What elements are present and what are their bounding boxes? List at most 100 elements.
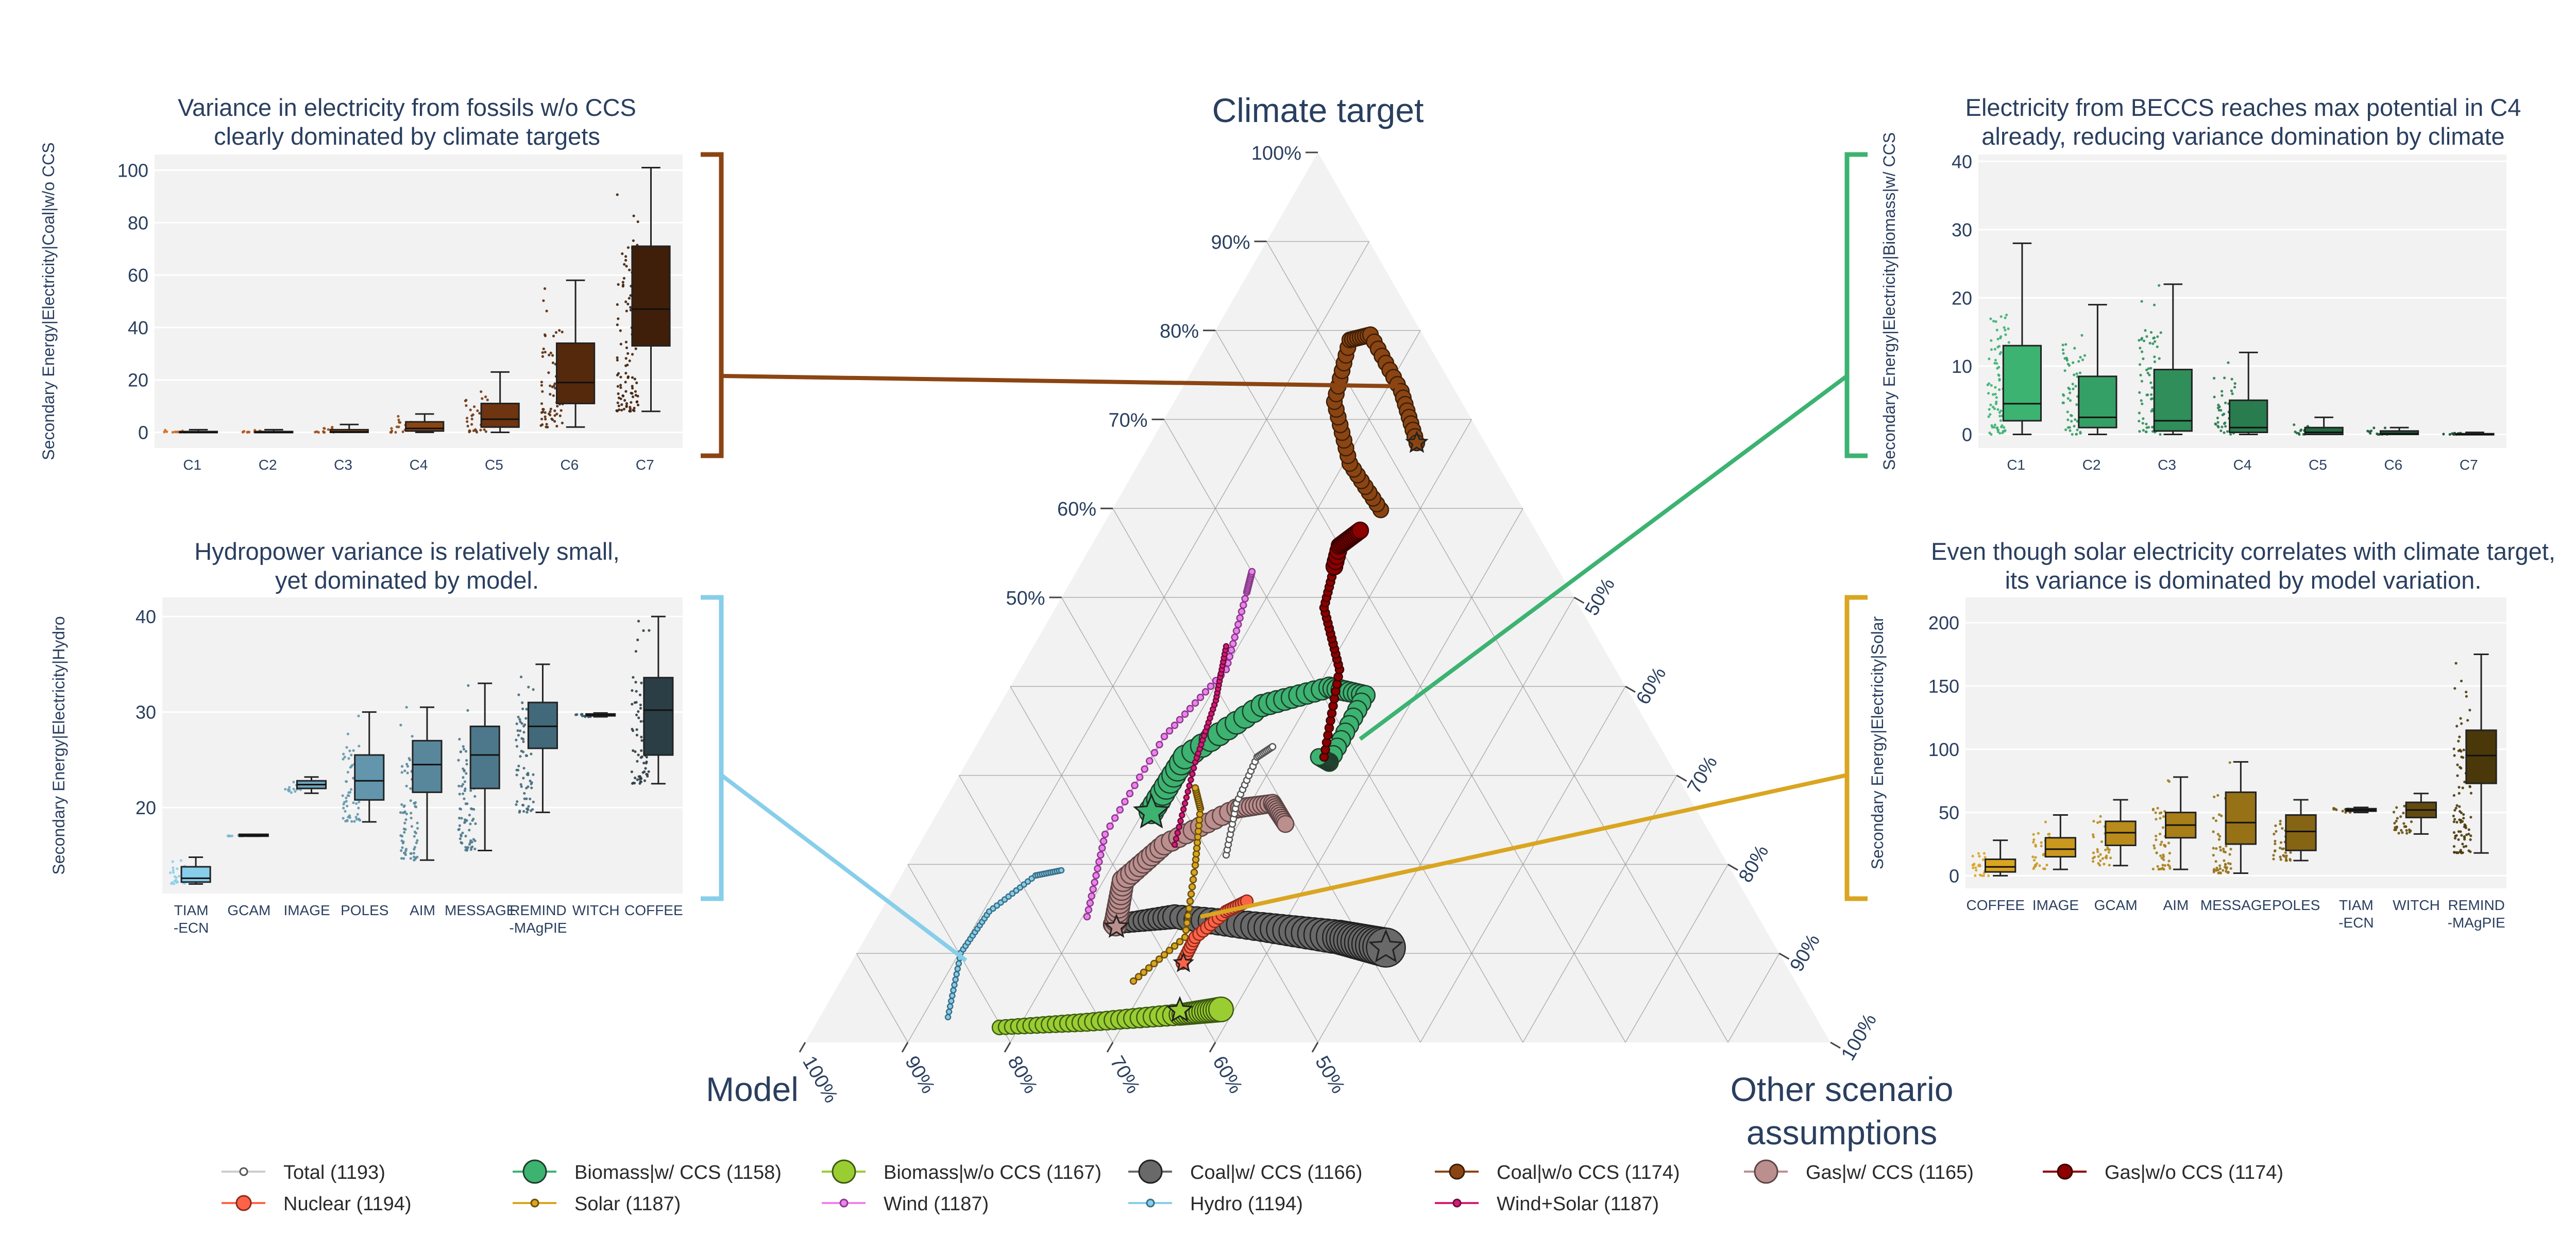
legend-item: Total (1193) <box>222 1162 385 1183</box>
jitter-point <box>1998 352 2002 355</box>
jitter-point <box>2395 826 2398 829</box>
jitter-point <box>2212 854 2215 857</box>
jitter-point <box>345 746 348 749</box>
trace-wind-marker <box>1136 773 1144 781</box>
jitter-point <box>2140 399 2143 402</box>
jitter-point <box>544 415 547 418</box>
jitter-point <box>517 693 520 696</box>
jitter-point <box>548 353 551 357</box>
jitter-point <box>544 351 547 354</box>
jitter-point <box>2138 391 2141 394</box>
jitter-point <box>2399 815 2402 818</box>
jitter-point <box>350 753 353 757</box>
jitter-point <box>1994 386 1997 389</box>
jitter-point <box>1977 852 1980 855</box>
jitter-point <box>632 408 635 411</box>
jitter-point <box>404 848 408 851</box>
jitter-point <box>2139 373 2142 377</box>
jitter-point <box>2460 750 2463 753</box>
jitter-point <box>628 268 631 271</box>
trace-wind-marker <box>1086 899 1094 907</box>
jitter-point <box>2227 361 2230 364</box>
jitter-point <box>354 816 358 819</box>
jitter-point <box>2220 814 2223 817</box>
jitter-point <box>2408 831 2411 834</box>
jitter-point <box>2097 855 2100 858</box>
jitter-point <box>2216 417 2219 420</box>
jitter-point <box>553 414 556 417</box>
jitter-point <box>2076 428 2079 432</box>
legend-marker <box>1138 1159 1163 1184</box>
trace-solar-marker <box>1150 959 1158 968</box>
jitter-point <box>342 758 345 761</box>
jitter-point <box>1981 858 1985 861</box>
jitter-point <box>530 752 533 756</box>
jitter-point <box>2279 858 2282 861</box>
jitter-point <box>2074 418 2077 421</box>
x-tick-label: POLES <box>341 902 388 918</box>
jitter-point <box>470 414 473 417</box>
grid-line-right <box>1317 597 1575 1043</box>
jitter-point <box>2395 819 2398 822</box>
jitter-point <box>642 629 645 632</box>
jitter-point <box>404 818 408 821</box>
jitter-point <box>410 816 413 819</box>
jitter-point <box>1975 869 1978 872</box>
jitter-point <box>555 424 558 428</box>
trace-hydro-marker <box>946 1003 954 1010</box>
jitter-point <box>2071 383 2074 386</box>
jitter-point <box>515 745 519 748</box>
jitter-point <box>2376 432 2379 435</box>
right-axis-tick <box>1830 1041 1841 1049</box>
jitter-point <box>2216 833 2219 836</box>
jitter-point <box>2083 354 2087 357</box>
jitter-point <box>2149 381 2153 384</box>
jitter-point <box>2092 835 2095 838</box>
jitter-point <box>517 768 520 771</box>
trace-wind-marker <box>1238 608 1246 615</box>
legend-item: Biomass|w/o CCS (1167) <box>822 1159 1101 1184</box>
jitter-point <box>171 431 174 434</box>
jitter-point <box>474 428 477 431</box>
jitter-point <box>2221 394 2224 397</box>
grid-line-left <box>856 953 908 1043</box>
left-axis-tick-label: 60% <box>1057 499 1096 520</box>
jitter-point <box>1987 874 1990 877</box>
jitter-point <box>2453 809 2456 812</box>
jitter-point <box>2156 335 2159 338</box>
jitter-point <box>640 749 643 752</box>
trace-hydro-marker <box>948 998 955 1004</box>
jitter-point <box>519 783 522 786</box>
box-iqr <box>1985 859 2016 873</box>
jitter-point <box>529 797 532 800</box>
jitter-point <box>357 806 360 810</box>
jitter-point <box>522 777 525 780</box>
legend-label: Solar (1187) <box>574 1193 681 1215</box>
jitter-point <box>2279 822 2282 826</box>
jitter-point <box>2148 341 2151 345</box>
jitter-point <box>624 255 628 258</box>
jitter-point <box>2460 679 2463 682</box>
jitter-point <box>2218 846 2222 849</box>
jitter-point <box>553 420 556 423</box>
jitter-point <box>406 771 409 775</box>
grid-line-right <box>1727 953 1780 1043</box>
jitter-point <box>626 364 629 367</box>
trace-wind-marker <box>1101 830 1109 838</box>
jitter-point <box>460 834 463 837</box>
jitter-point <box>2063 357 2066 360</box>
trace-windsolar-marker <box>1173 835 1180 842</box>
jitter-point <box>474 822 477 825</box>
star-marker-coal-w <box>1368 929 1404 963</box>
jitter-point <box>412 855 416 859</box>
jitter-point <box>617 404 620 407</box>
jitter-point <box>2145 422 2148 426</box>
jitter-point <box>1971 854 1974 857</box>
jitter-point <box>2160 840 2163 844</box>
jitter-point <box>406 765 410 768</box>
jitter-point <box>2080 334 2083 337</box>
jitter-point <box>2448 433 2451 436</box>
jitter-point <box>344 819 347 823</box>
legend-label: Nuclear (1194) <box>283 1193 412 1215</box>
right-axis-tick <box>1778 952 1790 960</box>
